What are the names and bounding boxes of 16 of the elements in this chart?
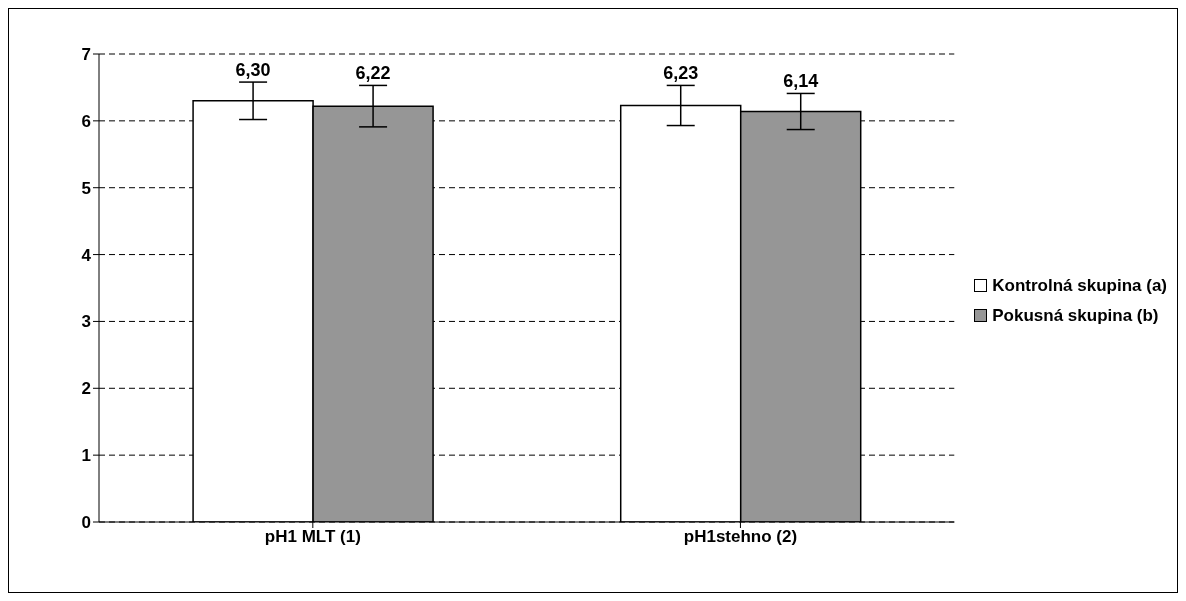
data-label: 6,23 [663, 63, 699, 84]
legend-label: Pokusná skupina (b) [992, 305, 1159, 326]
data-label: 6,30 [235, 60, 271, 81]
y-tick-label: 3 [81, 312, 91, 332]
x-tick-label: pH1 MLT (1) [264, 527, 361, 547]
y-tick-label: 2 [81, 379, 91, 399]
y-tick-label: 7 [81, 45, 91, 65]
y-tick-label: 0 [81, 513, 91, 533]
data-label: 6,14 [783, 71, 819, 92]
y-tick-label: 1 [81, 446, 91, 466]
legend-label: Kontrolná skupina (a) [992, 275, 1167, 296]
x-tick-label: pH1stehno (2) [683, 527, 798, 547]
y-tick-label: 5 [81, 178, 91, 198]
data-label: 6,22 [355, 63, 391, 84]
y-tick-label: 4 [81, 245, 92, 265]
y-tick-label: 6 [81, 111, 91, 131]
